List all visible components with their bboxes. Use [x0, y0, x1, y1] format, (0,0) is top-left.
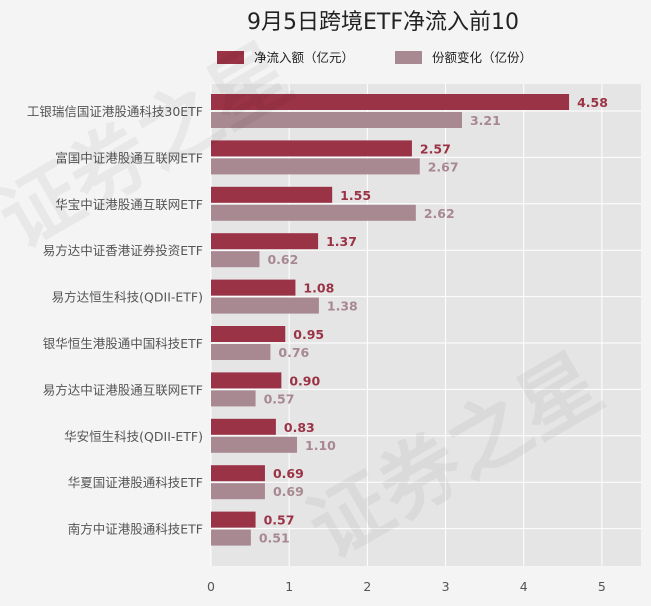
legend-swatch-share-change — [395, 51, 422, 64]
bar-share-change-6 — [211, 390, 256, 407]
category-label: 易方达中证香港证券投资ETF — [43, 243, 203, 258]
data-label-share-change: 2.62 — [424, 206, 455, 221]
bar-net-inflow-1 — [211, 140, 412, 157]
bar-net-inflow-5 — [211, 326, 286, 342]
bar-share-change-8 — [211, 483, 265, 500]
bar-net-inflow-4 — [211, 279, 296, 296]
data-label-net-inflow: 1.08 — [303, 281, 334, 296]
bar-share-change-7 — [211, 436, 297, 453]
chart-title: 9月5日跨境ETF净流入前10 — [247, 10, 519, 35]
bar-net-inflow-0 — [211, 94, 570, 110]
data-label-net-inflow: 1.37 — [326, 234, 357, 249]
data-label-net-inflow: 0.95 — [293, 327, 324, 342]
legend-label-net-inflow: 净流入额（亿元） — [254, 50, 354, 65]
category-labels: 工银瑞信国证港股通科技30ETF 富国中证港股通互联网ETF 华宝中证港股通互联网E… — [27, 104, 203, 537]
data-label-net-inflow: 2.57 — [420, 141, 451, 156]
data-label-net-inflow: 0.83 — [284, 420, 315, 435]
data-label-share-change: 0.57 — [264, 391, 295, 406]
category-label: 南方中证港股通科技ETF — [68, 522, 203, 537]
x-tick-label: 2 — [363, 579, 371, 594]
data-label-share-change: 0.51 — [259, 531, 290, 546]
legend: 净流入额（亿元） 份额变化（亿份） — [217, 50, 532, 65]
bar-net-inflow-9 — [211, 511, 256, 528]
data-label-share-change: 0.69 — [273, 484, 304, 499]
category-label: 华安恒生科技(QDII-ETF) — [64, 429, 203, 444]
bar-net-inflow-3 — [211, 233, 319, 250]
bar-net-inflow-8 — [211, 465, 265, 482]
bar-share-change-0 — [211, 112, 462, 128]
bar-share-change-2 — [211, 204, 416, 221]
data-label-net-inflow: 0.90 — [289, 373, 320, 388]
data-label-share-change: 0.62 — [267, 252, 298, 267]
bar-net-inflow-7 — [211, 418, 276, 435]
x-tick-label: 1 — [285, 579, 293, 594]
bar-share-change-9 — [211, 529, 251, 546]
data-label-share-change: 3.21 — [470, 113, 501, 128]
category-label: 富国中证港股通互联网ETF — [55, 150, 203, 165]
data-label-net-inflow: 4.58 — [577, 95, 608, 110]
x-tick-label: 4 — [520, 579, 528, 594]
bar-share-change-1 — [211, 158, 420, 175]
x-tick-label: 3 — [442, 579, 450, 594]
x-tick-labels: 0 1 2 3 4 5 — [207, 579, 606, 594]
data-label-net-inflow: 1.55 — [340, 188, 371, 203]
data-label-net-inflow: 0.69 — [273, 466, 304, 481]
bar-share-change-4 — [211, 297, 319, 314]
category-label: 华宝中证港股通互联网ETF — [55, 197, 203, 212]
legend-swatch-net-inflow — [217, 51, 244, 64]
category-label: 易方达恒生科技(QDII-ETF) — [52, 290, 203, 305]
legend-label-share-change: 份额变化（亿份） — [432, 50, 532, 65]
bar-share-change-3 — [211, 251, 260, 268]
x-tick-label: 5 — [598, 579, 606, 594]
bars: 4.58 3.21 2.57 2.67 1.55 2.62 1.37 0.62 1.08 1.38… — [211, 94, 608, 546]
data-label-share-change: 1.38 — [327, 299, 358, 314]
data-label-share-change: 1.10 — [305, 438, 336, 453]
category-label: 工银瑞信国证港股通科技30ETF — [27, 104, 203, 119]
bar-net-inflow-6 — [211, 372, 282, 389]
bar-share-change-5 — [211, 344, 271, 360]
data-label-share-change: 0.76 — [278, 345, 309, 360]
bar-net-inflow-2 — [211, 186, 333, 203]
category-label: 银华恒生港股通中国科技ETF — [43, 336, 203, 351]
data-label-share-change: 2.67 — [428, 159, 459, 174]
data-label-net-inflow: 0.57 — [264, 513, 295, 528]
category-label: 华夏国证港股通科技ETF — [68, 475, 203, 490]
category-label: 易方达中证港股通互联网ETF — [43, 382, 203, 397]
x-tick-label: 0 — [207, 579, 215, 594]
